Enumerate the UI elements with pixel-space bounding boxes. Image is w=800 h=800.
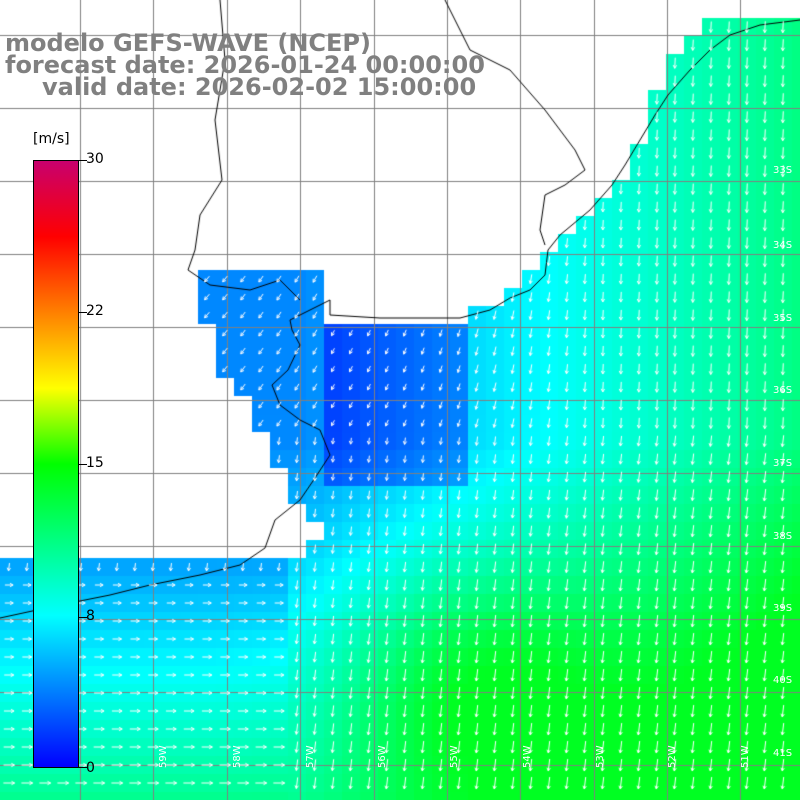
lon-label: 53W <box>595 745 606 768</box>
colorbar-unit: [m/s] <box>33 131 70 147</box>
colorbar-tick-22: 22 <box>86 303 104 319</box>
colorbar-tick-8: 8 <box>86 608 95 624</box>
lat-label: 34S <box>773 240 793 251</box>
lat-label: 37S <box>773 458 793 469</box>
colorbar-tickmark <box>79 617 87 618</box>
valid-date: valid date: 2026-02-02 15:00:00 <box>42 73 477 101</box>
lat-label: 40S <box>773 675 793 686</box>
colorbar-tickmark <box>79 312 87 313</box>
colorbar-tick-30: 30 <box>86 151 104 167</box>
lat-label: 38S <box>773 531 793 542</box>
forecast-date: forecast date: 2026-01-24 00:00:00 <box>5 51 485 79</box>
lat-label: 36S <box>773 385 793 396</box>
lon-label: 56W <box>377 745 388 768</box>
colorbar-tickmark <box>79 160 87 161</box>
lon-label: 58W <box>232 745 243 768</box>
colorbar-tickmark <box>79 767 87 768</box>
lon-label: 57W <box>305 745 316 768</box>
model-title: modelo GEFS-WAVE (NCEP) <box>5 29 371 57</box>
colorbar-tick-15: 15 <box>86 455 104 471</box>
lat-label: 39S <box>773 603 793 614</box>
lat-label: 41S <box>773 748 793 759</box>
lon-label: 55W <box>449 745 460 768</box>
lon-label: 59W <box>158 745 169 768</box>
lon-label: 51W <box>740 745 751 768</box>
colorbar <box>33 160 79 768</box>
colorbar-tickmark <box>79 464 87 465</box>
lat-label: 33S <box>773 165 793 176</box>
colorbar-tick-0: 0 <box>86 760 95 776</box>
lon-label: 52W <box>667 745 678 768</box>
lat-label: 35S <box>773 313 793 324</box>
lon-label: 54W <box>522 745 533 768</box>
